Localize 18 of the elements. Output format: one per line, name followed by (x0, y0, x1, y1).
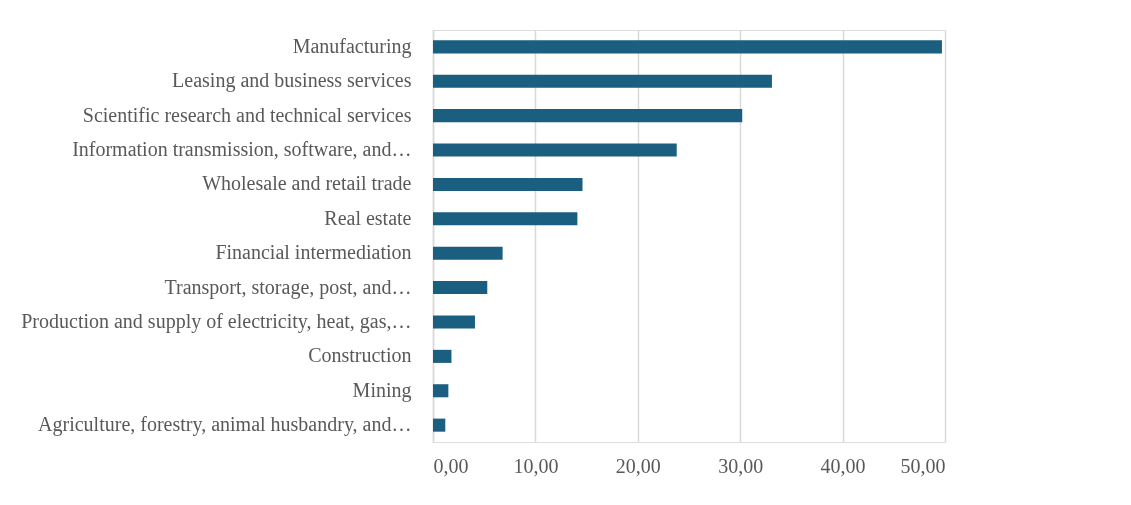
y-tick-label: Construction (308, 344, 412, 367)
x-tick-label: 0,00 (433, 454, 469, 477)
y-tick-label: Leasing and business services (172, 69, 412, 93)
y-tick-label: Mining (352, 378, 412, 402)
y-tick-label: Manufacturing (292, 34, 412, 58)
x-tick-label: 20,00 (615, 454, 661, 477)
x-tick-label: 40,00 (820, 454, 866, 477)
y-tick-label: Scientific research and technical services (82, 103, 412, 126)
y-tick-label: Production and supply of electricity, heat, gas,… (21, 309, 412, 333)
y-tick-label: Information transmission, software, and… (72, 138, 412, 161)
y-tick-label: Agriculture, forestry, animal husbandry, and… (38, 413, 412, 437)
x-tick-label: 50,00 (900, 454, 946, 477)
x-tick-label: 10,00 (513, 454, 559, 477)
y-tick-label: Real estate (324, 206, 412, 229)
y-tick-label: Wholesale and retail trade (202, 172, 412, 195)
y-tick-label: Transport, storage, post, and… (164, 275, 412, 299)
x-tick-label: 30,00 (718, 454, 764, 477)
y-tick-label: Financial intermediation (215, 241, 412, 264)
